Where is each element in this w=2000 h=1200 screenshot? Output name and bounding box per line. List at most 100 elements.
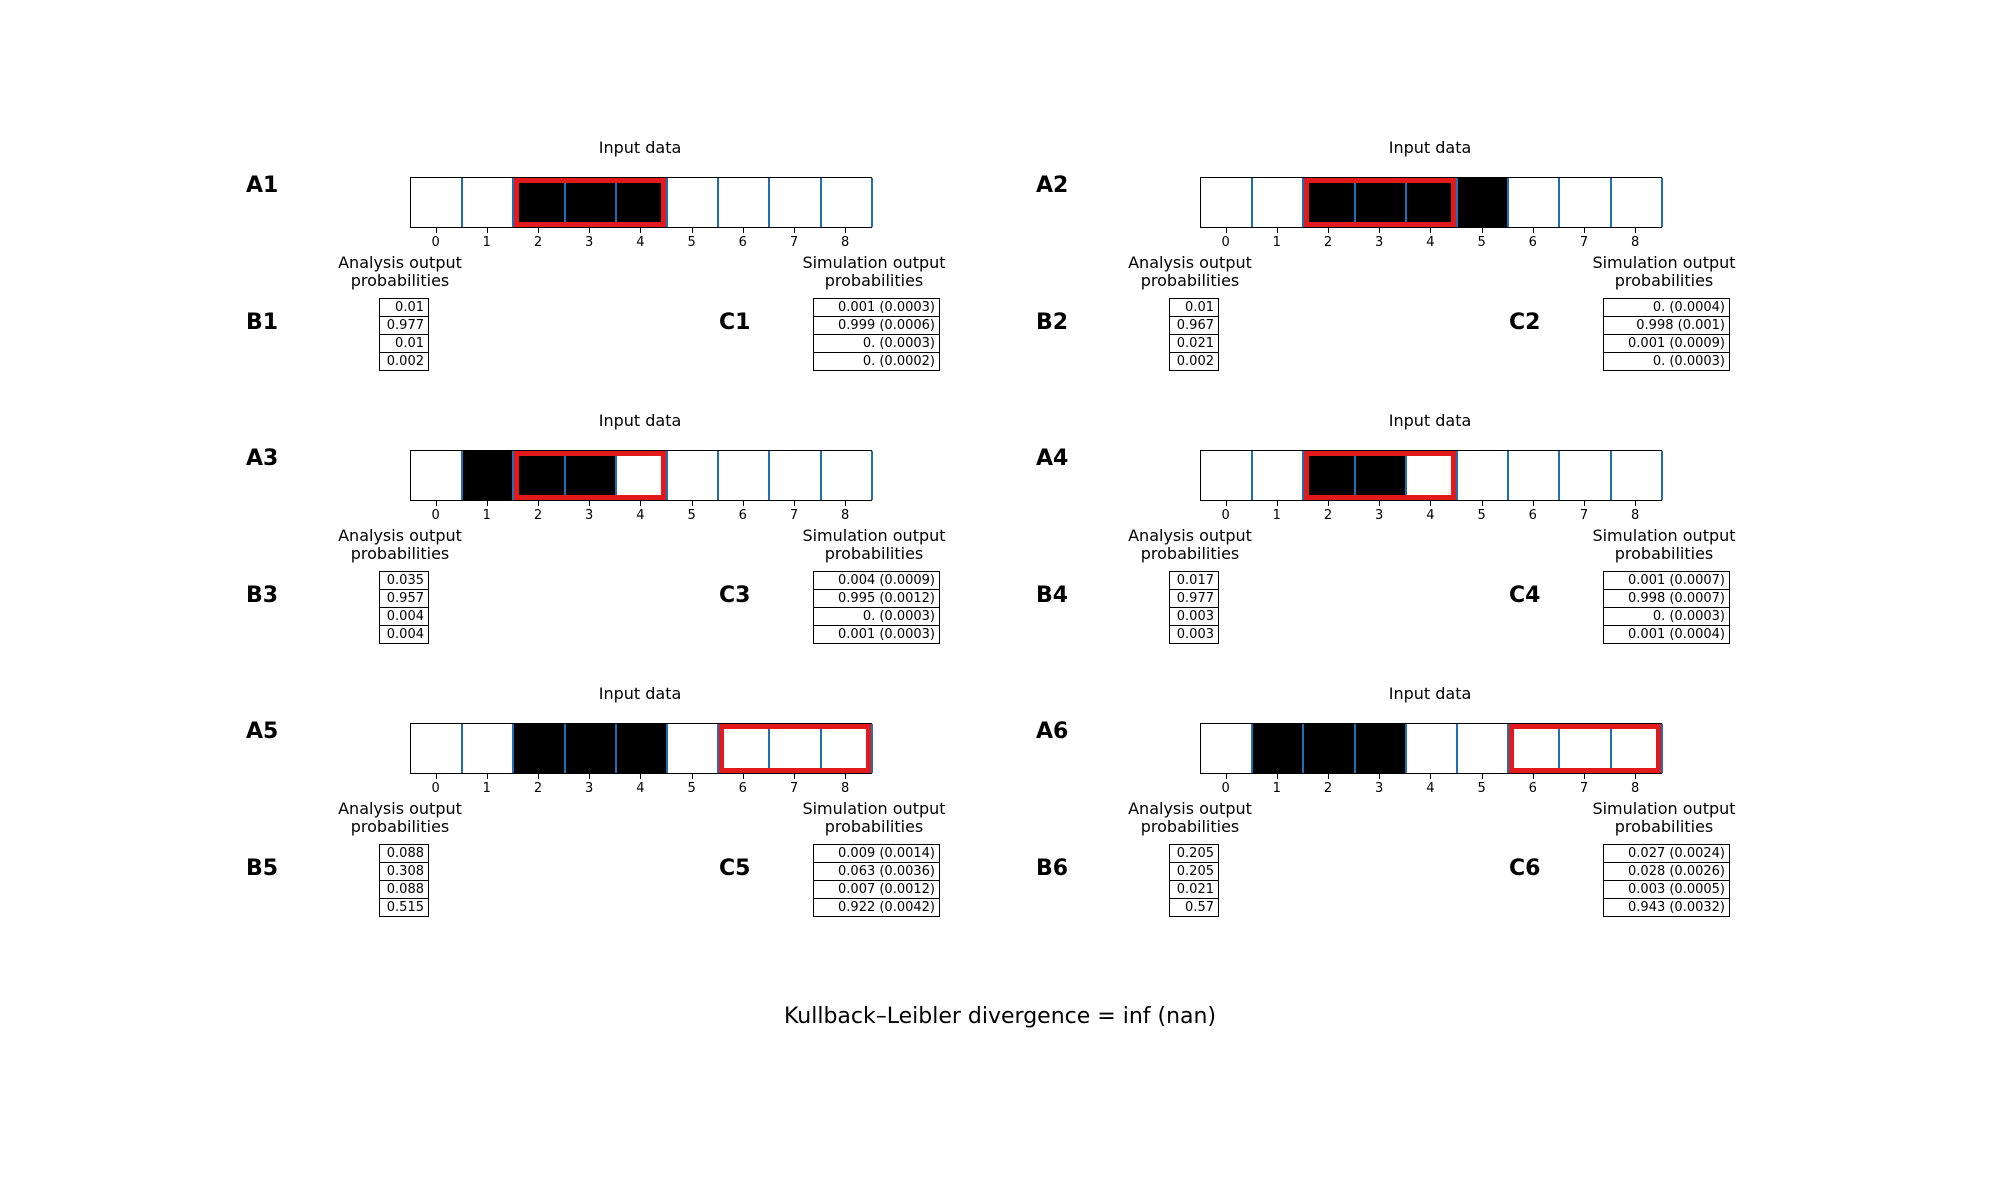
table-cell: 0. (0.0003) bbox=[813, 607, 940, 626]
cell-divider bbox=[870, 178, 873, 227]
x-tick bbox=[1276, 228, 1278, 233]
x-tick bbox=[1225, 501, 1227, 506]
input-cell bbox=[667, 451, 718, 500]
cell-divider bbox=[1353, 724, 1356, 773]
target-highlight bbox=[1304, 451, 1456, 500]
input-strip bbox=[1200, 723, 1663, 774]
simulation-output-title: Simulation output probabilities bbox=[802, 526, 946, 563]
x-tick bbox=[1635, 774, 1637, 779]
table-row: 0.007 (0.0012) bbox=[813, 880, 940, 899]
table-row: 0.308 bbox=[379, 862, 429, 881]
table-cell: 0.035 bbox=[379, 571, 429, 590]
table-row: 0.977 bbox=[379, 316, 429, 335]
cell-divider bbox=[1456, 724, 1458, 773]
x-tick-label: 3 bbox=[585, 235, 594, 250]
x-tick-label: 8 bbox=[841, 508, 850, 523]
input-cell bbox=[667, 178, 718, 227]
x-tick-label: 7 bbox=[1579, 781, 1589, 796]
x-tick-label: 0 bbox=[1221, 235, 1230, 250]
x-tick-label: 2 bbox=[533, 781, 543, 796]
x-tick-label: 3 bbox=[585, 508, 594, 523]
x-tick bbox=[845, 501, 847, 506]
x-tick bbox=[538, 228, 539, 233]
x-tick bbox=[1532, 501, 1534, 506]
table-row: 0.001 (0.0003) bbox=[813, 625, 940, 644]
table-row: 0.088 bbox=[379, 880, 429, 899]
cell-divider bbox=[870, 724, 873, 773]
input-cell bbox=[615, 178, 667, 227]
table-cell: 0.001 (0.0003) bbox=[813, 625, 940, 644]
cell-divider bbox=[666, 178, 668, 227]
table-cell: 0.027 (0.0024) bbox=[1603, 844, 1730, 863]
input-cell bbox=[1406, 724, 1457, 773]
cell-divider bbox=[1660, 724, 1663, 773]
input-cell bbox=[1354, 724, 1406, 773]
table-cell: 0. (0.0003) bbox=[813, 334, 940, 353]
cell-divider bbox=[512, 724, 515, 773]
table-cell: 0.57 bbox=[1169, 898, 1219, 917]
simulation-output-table: 0.004 (0.0009) 0.995 (0.0012) 0. (0.0003) 0… bbox=[813, 571, 940, 644]
analysis-output-title: Analysis output probabilities bbox=[338, 799, 462, 836]
input-cell bbox=[1354, 178, 1406, 227]
panel-label-b: B2 bbox=[1036, 310, 1069, 335]
table-row: 0.998 (0.0007) bbox=[1603, 589, 1730, 608]
cell-divider bbox=[1353, 178, 1356, 227]
table-row: 0.027 (0.0024) bbox=[1603, 844, 1730, 863]
input-cell bbox=[769, 178, 820, 227]
panel-label-b: B3 bbox=[246, 583, 279, 608]
x-tick bbox=[640, 228, 642, 233]
table-cell: 0.003 bbox=[1169, 625, 1219, 644]
kl-divergence-label: Kullback–Leibler divergence = inf (nan) bbox=[783, 1004, 1217, 1029]
input-cell bbox=[1201, 451, 1252, 500]
cell-divider bbox=[717, 724, 720, 773]
table-row: 0.205 bbox=[1169, 862, 1219, 881]
table-cell: 0.205 bbox=[1169, 862, 1219, 881]
table-cell: 0. (0.0003) bbox=[1603, 607, 1730, 626]
x-tick bbox=[486, 774, 488, 779]
target-highlight bbox=[1304, 178, 1456, 227]
input-data-title: Input data bbox=[598, 411, 682, 430]
analysis-output-table: 0.017 0.977 0.003 0.003 bbox=[1169, 571, 1219, 644]
x-tick-label: 3 bbox=[585, 781, 594, 796]
x-tick-label: 8 bbox=[841, 235, 850, 250]
table-row: 0.001 (0.0007) bbox=[1603, 571, 1730, 590]
table-row: 0.021 bbox=[1169, 334, 1219, 353]
table-row: 0. (0.0004) bbox=[1603, 298, 1730, 317]
x-tick-label: 0 bbox=[431, 781, 440, 796]
x-tick-label: 1 bbox=[482, 781, 491, 796]
x-tick bbox=[640, 501, 642, 506]
table-row: 0.57 bbox=[1169, 898, 1219, 917]
analysis-output-table: 0.088 0.308 0.088 0.515 bbox=[379, 844, 429, 917]
panel-label-c: C5 bbox=[719, 856, 751, 881]
x-tick-label: 7 bbox=[1579, 508, 1589, 523]
cell-divider bbox=[1456, 451, 1458, 500]
panel-label-c: C2 bbox=[1509, 310, 1541, 335]
analysis-output-title: Analysis output probabilities bbox=[338, 526, 462, 563]
table-cell: 0.021 bbox=[1169, 880, 1219, 899]
table-cell: 0.003 bbox=[1169, 607, 1219, 626]
x-tick-label: 4 bbox=[636, 508, 645, 523]
x-tick bbox=[1481, 774, 1483, 779]
table-cell: 0.922 (0.0042) bbox=[813, 898, 940, 917]
x-tick-label: 6 bbox=[738, 235, 747, 250]
target-highlight bbox=[719, 724, 871, 773]
x-tick-label: 5 bbox=[1477, 235, 1486, 250]
input-cell bbox=[1252, 178, 1303, 227]
x-tick-label: 8 bbox=[841, 781, 850, 796]
panel-label-c: C4 bbox=[1509, 583, 1541, 608]
simulation-output-table: 0.001 (0.0007) 0.998 (0.0007) 0. (0.0003) 0… bbox=[1603, 571, 1730, 644]
x-tick-label: 1 bbox=[482, 508, 491, 523]
input-cell bbox=[462, 724, 513, 773]
input-strip bbox=[1200, 450, 1663, 501]
table-row: 0.977 bbox=[1169, 589, 1219, 608]
table-cell: 0.007 (0.0012) bbox=[813, 880, 940, 899]
x-tick-label: 2 bbox=[1323, 508, 1333, 523]
x-tick-label: 4 bbox=[636, 781, 645, 796]
cell-divider bbox=[1660, 178, 1663, 227]
table-cell: 0.977 bbox=[379, 316, 429, 335]
x-tick bbox=[1584, 228, 1585, 233]
x-tick bbox=[691, 501, 693, 506]
x-tick-label: 8 bbox=[1631, 781, 1640, 796]
x-tick-label: 4 bbox=[1426, 781, 1435, 796]
table-cell: 0.004 (0.0009) bbox=[813, 571, 940, 590]
